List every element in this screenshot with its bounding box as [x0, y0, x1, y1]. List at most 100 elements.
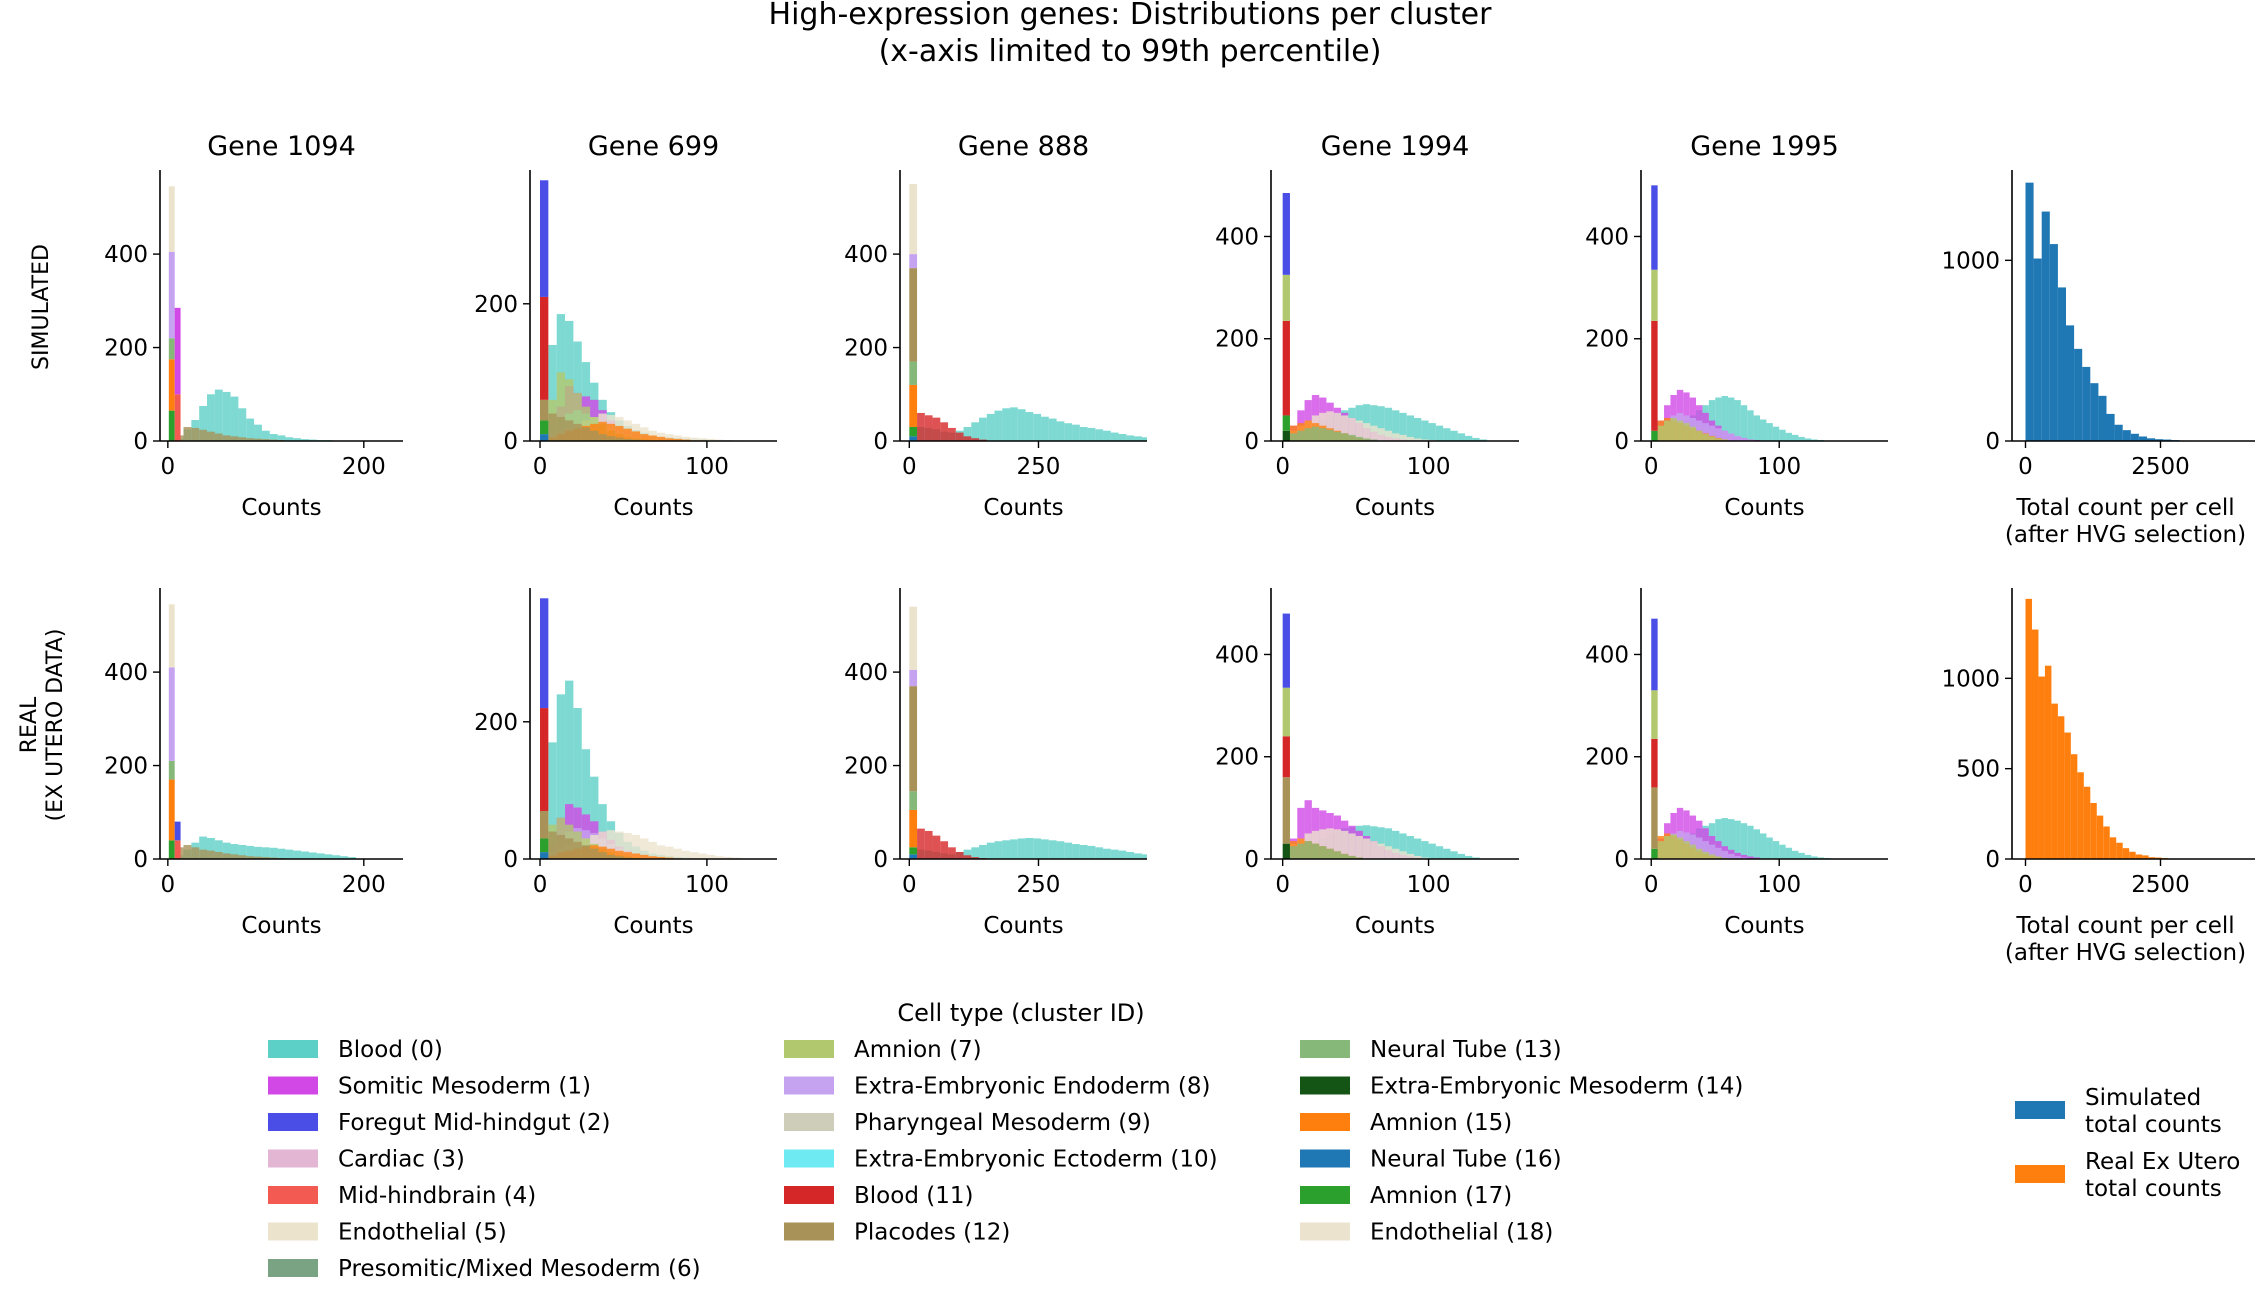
histogram-bar — [1370, 405, 1378, 441]
histogram-bar — [971, 438, 980, 441]
histogram-bar — [1457, 433, 1466, 441]
x-tick-label: 100 — [1407, 872, 1451, 898]
stacked-bar-segment — [168, 604, 175, 668]
histogram-bar — [1696, 837, 1703, 859]
histogram-bar — [690, 437, 699, 441]
stacked-bar-segment — [909, 254, 918, 269]
y-tick-label: 200 — [1585, 745, 1629, 771]
histogram-bar — [606, 848, 616, 859]
x-tick-label: 0 — [533, 454, 548, 480]
histogram-bar — [1377, 843, 1385, 859]
histogram-bar — [1804, 438, 1812, 441]
histogram-bar — [2147, 438, 2156, 441]
histogram-bar — [277, 435, 286, 441]
histogram-bar — [1010, 407, 1018, 441]
histogram-bar — [1721, 850, 1729, 859]
histogram-bar — [1333, 431, 1342, 441]
histogram-bar — [1406, 853, 1414, 859]
histogram-bar — [1702, 423, 1709, 441]
histogram-bar — [606, 830, 616, 859]
stacked-bar-segment — [909, 686, 918, 792]
stacked-bar-segment — [1651, 320, 1658, 431]
x-axis-label: Total count per cell (after HVG selection… — [2005, 913, 2246, 966]
histogram-bar — [1079, 844, 1088, 859]
stacked-bar-segment — [540, 420, 549, 435]
histogram-bar — [1041, 839, 1049, 859]
histogram-bar — [631, 431, 641, 441]
panel-title: Gene 1994 — [1321, 131, 1470, 162]
histogram-bar — [1740, 437, 1748, 441]
histogram-bar — [1753, 415, 1761, 441]
histogram-bar — [222, 853, 231, 859]
stacked-bar-segment — [168, 338, 175, 360]
legend-label: Extra-Embryonic Ectoderm (10) — [854, 1147, 1218, 1173]
stacked-bar-segment — [168, 760, 175, 780]
histogram-bar — [2083, 786, 2091, 859]
panel-8: 0 200 0 100 Counts — [474, 588, 777, 939]
histogram-bar — [1406, 415, 1414, 441]
histogram-bar — [615, 856, 624, 859]
y-tick-label: 0 — [133, 847, 148, 873]
histogram-bar — [214, 851, 223, 859]
histogram-bar — [715, 856, 724, 859]
histogram-bar — [573, 392, 582, 441]
histogram-bar — [623, 428, 632, 441]
histogram-bar — [932, 835, 941, 859]
histogram-bar — [1696, 430, 1703, 441]
legend-item: Somitic Mesoderm (1) — [268, 1074, 591, 1100]
stacked-bar-segment — [540, 598, 549, 709]
stacked-bar-segment — [1282, 777, 1290, 844]
figure-subtitle: (x-axis limited to 99th percentile) — [879, 34, 1382, 69]
histogram-bar — [548, 742, 557, 859]
legend-swatch — [1300, 1113, 1350, 1131]
histogram-bar — [254, 856, 262, 859]
histogram-bar — [254, 438, 262, 441]
panel-title: Gene 699 — [588, 131, 719, 162]
histogram-bar — [1465, 855, 1473, 859]
histogram-bar — [254, 846, 262, 859]
histogram-bar — [1708, 436, 1716, 441]
histogram-bar — [986, 842, 995, 859]
histogram-bar — [955, 851, 964, 859]
histogram-bar — [1362, 838, 1371, 859]
histogram-bar — [1017, 409, 1026, 441]
legend-swatch — [268, 1040, 318, 1058]
x-tick-label: 200 — [342, 454, 386, 480]
histogram-bar — [1079, 426, 1088, 441]
histogram-bar — [1355, 420, 1363, 441]
histogram-bar — [1377, 827, 1385, 859]
histogram-bar — [1095, 429, 1104, 441]
histogram-bar — [1348, 833, 1356, 859]
histogram-bar — [1341, 415, 1349, 441]
y-tick-label: 400 — [844, 660, 888, 686]
histogram-bar — [308, 852, 317, 859]
histogram-bar — [1297, 807, 1305, 859]
histogram-bar — [1779, 844, 1786, 859]
stacked-bar-segment — [909, 847, 918, 855]
histogram-bar — [1728, 433, 1735, 441]
histogram-bar — [1740, 405, 1748, 441]
histogram-bar — [1370, 425, 1378, 441]
row-labels: SIMULATED REAL(EX UTERO DATA) — [17, 244, 68, 821]
panel-title: Gene 1995 — [1690, 131, 1839, 162]
histogram-bar — [1362, 404, 1371, 441]
legend-item: Neural Tube (13) — [1300, 1037, 1562, 1063]
stacked-bar-segment — [1282, 430, 1290, 441]
histogram-bar — [1399, 833, 1407, 859]
panel-5: Gene 1995 0 200 400 0 100 Counts — [1585, 131, 1888, 521]
histogram-bar — [2057, 287, 2066, 441]
histogram-bar — [1804, 854, 1812, 859]
panels: Gene 1094 0 200 400 0 200 Counts Gene 699 0 200 0 1… — [104, 131, 2255, 966]
stacked-bar-segment — [1651, 738, 1658, 788]
histogram-bar — [1341, 433, 1349, 441]
histogram-bar — [1025, 837, 1034, 859]
x-axis-label: Counts — [613, 495, 693, 521]
histogram-bar — [1443, 848, 1451, 859]
histogram-bar — [623, 852, 632, 859]
histogram-bar — [1333, 851, 1342, 859]
histogram-bar — [214, 433, 223, 441]
legend-item: Amnion (17) — [1300, 1183, 1512, 1209]
histogram-bar — [556, 694, 566, 859]
histogram-bar — [1683, 423, 1690, 441]
